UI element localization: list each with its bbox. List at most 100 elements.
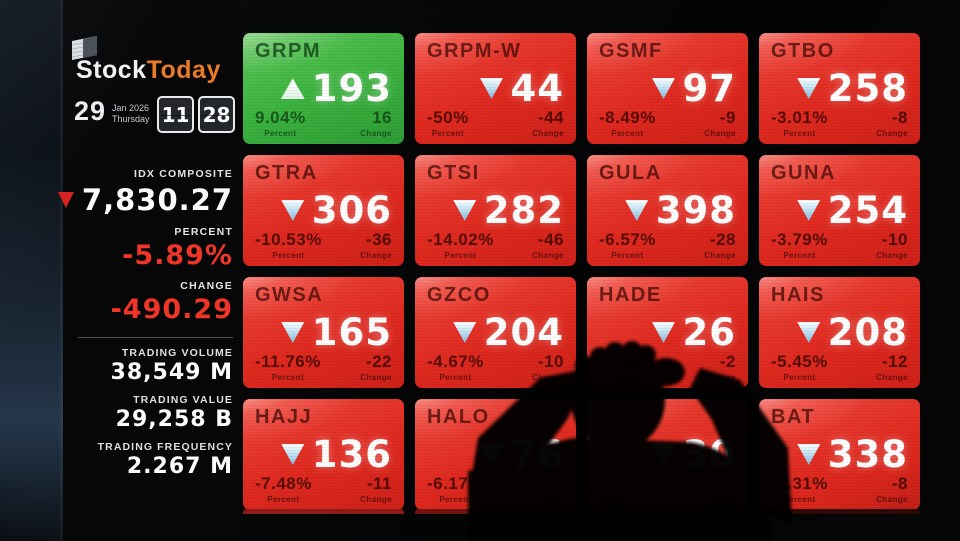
trading-stat: TRADING VALUE 29,258 B bbox=[58, 394, 233, 432]
change-label: Change bbox=[704, 251, 736, 260]
trading-stats: TRADING VOLUME 38,549 M TRADING VALUE 29… bbox=[58, 347, 233, 488]
stock-tile: 30 Percent Change bbox=[587, 399, 748, 510]
change-label: Change bbox=[532, 495, 564, 504]
ticker-symbol: HAJJ bbox=[255, 406, 313, 428]
percent-label: Percent bbox=[611, 129, 644, 138]
percent-label: Percent bbox=[783, 373, 816, 382]
stock-tile: GTRA 306 -10.53% Percent -36 Change bbox=[243, 155, 404, 266]
date-weekday: Thursday bbox=[112, 114, 150, 125]
price-value: 76 bbox=[510, 433, 564, 476]
percent-label: Percent bbox=[611, 251, 644, 260]
stat-label: TRADING VOLUME bbox=[121, 347, 233, 359]
tile-stats-row: -10.53% Percent -36 Change bbox=[255, 230, 392, 260]
date-stack: Jan 2026 Thursday bbox=[112, 103, 150, 126]
tile-stats-row: -5.45% Percent -12 Change bbox=[771, 352, 908, 382]
tile-stats-row: -6.17% Percent Change bbox=[427, 474, 564, 504]
price-value: 254 bbox=[827, 189, 908, 232]
stock-tile: HADE 26 -7.14% Percent -2 Change bbox=[587, 277, 748, 388]
percent-value: 9.04% bbox=[255, 108, 306, 127]
change-label: Change bbox=[704, 129, 736, 138]
ticker-symbol: GULA bbox=[599, 162, 662, 184]
stock-tile: GULA 398 -6.57% Percent -28 Change bbox=[587, 155, 748, 266]
stock-tile: GRPM 193 9.04% Percent 16 Change bbox=[243, 33, 404, 144]
price-value: 165 bbox=[311, 311, 392, 354]
price-row: 254 bbox=[797, 192, 908, 229]
tile-stats-row: -50% Percent -44 Change bbox=[427, 108, 564, 138]
percent-label: Percent bbox=[431, 129, 464, 138]
change-value: -12 bbox=[881, 352, 908, 371]
change-value: -10 bbox=[537, 352, 564, 371]
down-arrow-icon bbox=[797, 444, 821, 465]
stock-tile: GZCO 204 -4.67% Percent -10 Change bbox=[415, 277, 576, 388]
tile-stats-row: -14.02% Percent -46 Change bbox=[427, 230, 564, 260]
down-arrow-icon bbox=[479, 78, 504, 99]
ticker-symbol: GSMF bbox=[599, 40, 663, 62]
change-label: Change bbox=[876, 373, 908, 382]
change-value: -46 bbox=[537, 230, 564, 249]
change-label: CHANGE bbox=[180, 280, 233, 292]
ticker-symbol: GZCO bbox=[427, 284, 491, 306]
change-label: Change bbox=[704, 495, 736, 504]
percent-value: -11.76% bbox=[255, 352, 321, 371]
up-arrow-icon bbox=[280, 78, 305, 99]
down-arrow-icon bbox=[58, 192, 74, 208]
price-row: 208 bbox=[797, 314, 908, 351]
percent-label: Percent bbox=[783, 129, 816, 138]
date-month-year: Jan 2026 bbox=[112, 103, 150, 113]
price-row: 193 bbox=[280, 67, 392, 110]
tile-stats-row: -7.48% Percent -11 Change bbox=[255, 474, 392, 504]
stock-tile: GRPM-W 44 -50% Percent -44 Change bbox=[415, 33, 576, 144]
stock-tile: GTBO 258 -3.01% Percent -8 Change bbox=[759, 33, 920, 144]
change-value: -2 bbox=[719, 352, 736, 371]
price-value: 193 bbox=[311, 67, 392, 110]
stock-tile: HAIS 208 -5.45% Percent -12 Change bbox=[759, 277, 920, 388]
down-arrow-icon bbox=[281, 322, 305, 343]
percent-label: Percent bbox=[611, 373, 644, 382]
price-value: 204 bbox=[483, 311, 564, 354]
down-arrow-icon bbox=[453, 322, 477, 343]
tile-stats-row: -3.01% Percent -8 Change bbox=[771, 108, 908, 138]
index-value-row: 7,830.27 bbox=[58, 183, 233, 217]
change-value: -36 bbox=[365, 230, 392, 249]
tile-stats-row: -11.76% Percent -22 Change bbox=[255, 352, 392, 382]
tile-stats-row: 9.04% Percent 16 Change bbox=[255, 108, 392, 138]
ticker-symbol: GWSA bbox=[255, 284, 324, 306]
down-arrow-icon bbox=[651, 444, 676, 465]
percent-value: -10.53% bbox=[255, 230, 322, 249]
price-row: 136 bbox=[281, 436, 392, 473]
ticker-symbol: GRPM bbox=[255, 40, 321, 62]
stock-grid: GRPM 193 9.04% Percent 16 Change GRPM-W … bbox=[243, 33, 920, 510]
change-label: Change bbox=[532, 129, 564, 138]
stat-value: 29,258 B bbox=[115, 407, 233, 432]
next-row-tile-edge bbox=[759, 509, 920, 514]
tile-stats-row: -4.67% Percent -10 Change bbox=[427, 352, 564, 382]
percent-value: -5.45% bbox=[771, 352, 828, 371]
change-value: -22 bbox=[365, 352, 392, 371]
price-value: 30 bbox=[682, 433, 736, 476]
index-label: IDX COMPOSITE bbox=[133, 168, 233, 180]
percent-value: -6.17% bbox=[427, 474, 484, 493]
index-value: 7,830.27 bbox=[81, 183, 233, 217]
price-row: 97 bbox=[651, 70, 737, 107]
percent-label: Percent bbox=[439, 495, 472, 504]
percent-value: -4.67% bbox=[427, 352, 484, 371]
percent-label: Percent bbox=[599, 495, 632, 504]
price-row: 282 bbox=[453, 192, 564, 229]
price-row: 258 bbox=[797, 70, 908, 107]
clock-hour: 11 bbox=[157, 96, 194, 133]
percent-value: -3.79% bbox=[771, 230, 828, 249]
ticker-symbol: HAIS bbox=[771, 284, 825, 306]
ticker-symbol: GTSI bbox=[427, 162, 480, 184]
tile-stats-row: -2.31% Percent -8 Change bbox=[771, 474, 908, 504]
date-day: 29 bbox=[74, 96, 107, 126]
change-label: Change bbox=[876, 495, 908, 504]
down-arrow-icon bbox=[797, 200, 821, 221]
down-arrow-icon bbox=[797, 78, 821, 99]
ticker-symbol: GTRA bbox=[255, 162, 318, 184]
index-percent: -5.89% bbox=[122, 240, 233, 271]
change-value: -10 bbox=[881, 230, 908, 249]
percent-value: -50% bbox=[427, 108, 469, 127]
trading-stat: TRADING FREQUENCY 2.267 M bbox=[58, 441, 233, 479]
tile-stats-row: Percent Change bbox=[599, 494, 736, 504]
